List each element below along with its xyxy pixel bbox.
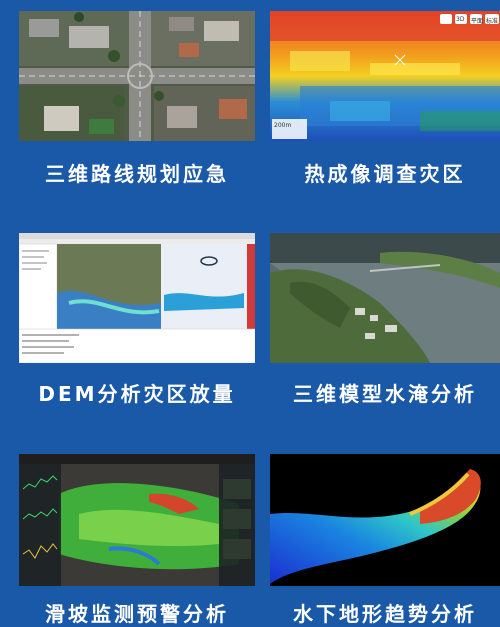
3d-flood-model-image[interactable] (270, 233, 500, 363)
caption-landslide-monitoring: 滑坡监测预警分析 (45, 602, 229, 626)
thermal-btn-3d[interactable]: 3D (456, 16, 465, 23)
caption-flood-analysis: 三维模型水淹分析 (293, 382, 477, 406)
caption-dem-analysis: DEM分析灾区放量 (38, 382, 236, 406)
caption-thermal-survey: 热成像调查灾区 (304, 162, 466, 186)
scale-label: 200m (274, 122, 292, 129)
dem-analysis-software-image[interactable] (19, 233, 255, 363)
caption-underwater-terrain: 水下地形趋势分析 (293, 602, 477, 626)
underwater-terrain-image[interactable] (270, 454, 500, 586)
landslide-monitoring-dashboard-image[interactable] (19, 454, 255, 586)
thermal-btn-plane[interactable]: 平面 (471, 18, 484, 25)
aerial-road-intersection-image[interactable] (19, 11, 255, 141)
caption-route-planning: 三维路线规划应急 (45, 162, 229, 186)
thermal-imaging-image[interactable]: 200m 3D 平面 标准 (270, 11, 500, 141)
thermal-btn-standard[interactable]: 标准 (486, 18, 499, 25)
